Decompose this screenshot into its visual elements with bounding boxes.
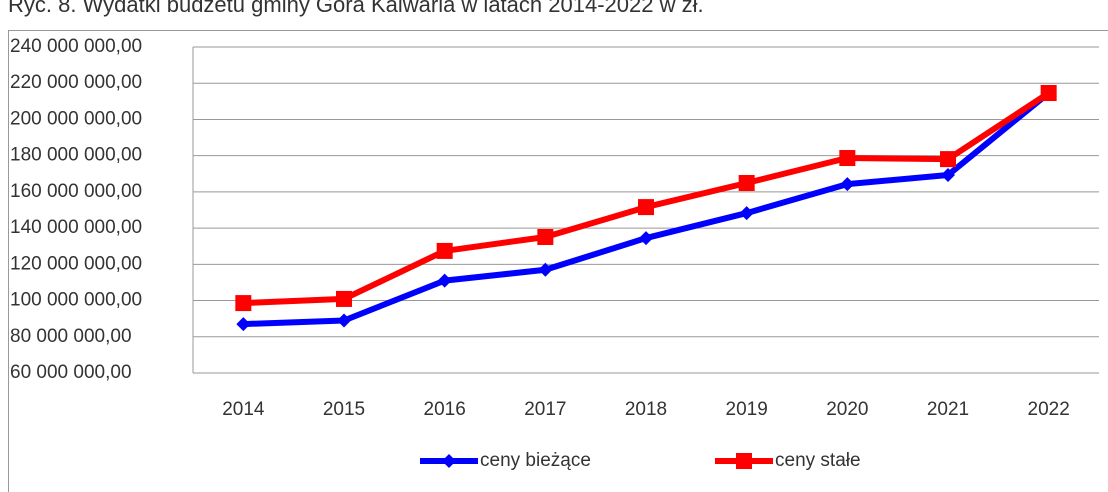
y-tick-label: 160 000 000,00 xyxy=(10,181,142,202)
legend-label: ceny stałe xyxy=(775,450,861,471)
x-tick-label: 2018 xyxy=(625,399,667,420)
point xyxy=(941,168,955,183)
y-tick-label: 100 000 000,00 xyxy=(10,290,142,311)
point xyxy=(638,199,654,216)
x-tick-label: 2015 xyxy=(323,399,365,420)
x-tick-label: 2020 xyxy=(826,399,868,420)
point xyxy=(235,295,252,312)
chart-title: Ryc. 8. Wydatki budżetu gminy Góra Kalwa… xyxy=(8,0,704,17)
y-tick-label: 60 000 000,00 xyxy=(10,362,132,383)
point xyxy=(236,317,251,332)
x-tick-label: 2014 xyxy=(222,399,265,420)
x-tick-label: 2021 xyxy=(927,399,969,420)
legend-label: ceny bieżące xyxy=(480,450,591,471)
point xyxy=(738,175,755,192)
point xyxy=(639,231,653,246)
series-line xyxy=(243,90,1051,307)
point xyxy=(840,177,855,192)
point xyxy=(436,242,453,259)
y-tick-label: 240 000 000,00 xyxy=(10,36,142,57)
y-tick-label: 80 000 000,00 xyxy=(10,326,132,347)
point xyxy=(538,262,553,277)
x-tick-label: 2017 xyxy=(524,399,566,420)
x-tick-label: 2019 xyxy=(726,399,768,420)
point xyxy=(839,150,856,167)
y-tick-label: 120 000 000,00 xyxy=(10,253,142,274)
x-tick-label: 2022 xyxy=(1028,399,1070,420)
y-tick-label: 180 000 000,00 xyxy=(10,145,142,166)
y-tick-label: 140 000 000,00 xyxy=(10,217,142,238)
point xyxy=(336,290,352,307)
point xyxy=(739,206,754,221)
point xyxy=(940,151,956,168)
legend-marker xyxy=(736,453,752,469)
y-tick-label: 220 000 000,00 xyxy=(10,72,142,93)
point xyxy=(337,313,351,328)
point xyxy=(437,273,452,288)
x-tick-label: 2016 xyxy=(424,399,466,420)
chart-frame xyxy=(8,30,1108,492)
point xyxy=(1040,85,1057,102)
legend-marker xyxy=(442,454,456,468)
y-tick-label: 200 000 000,00 xyxy=(10,108,142,129)
point xyxy=(537,228,554,245)
